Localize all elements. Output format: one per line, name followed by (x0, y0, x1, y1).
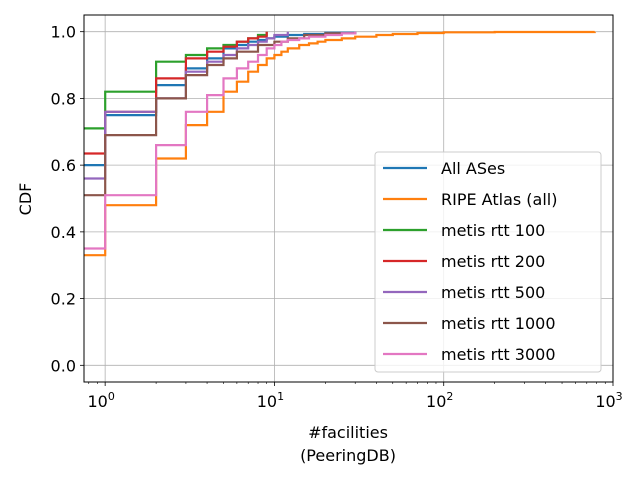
series-line (84, 31, 268, 130)
y-tick-label: 0.2 (51, 290, 76, 309)
plot-frame (83, 14, 614, 383)
y-tick-label: 0.0 (51, 356, 76, 375)
x-tick-labels: 100 101 102 103 (87, 390, 622, 411)
legend-label: metis rtt 200 (441, 252, 545, 271)
x-axis-label-line-1: #facilities (308, 423, 388, 442)
legend-label: metis rtt 500 (441, 283, 545, 302)
series-lines (84, 30, 596, 257)
axis-ticks (80, 31, 614, 386)
y-tick-labels: 0.0 0.2 0.4 0.6 0.8 1.0 (51, 23, 76, 376)
legend-label: metis rtt 100 (441, 221, 545, 240)
x-tick-label: 102 (426, 390, 453, 411)
series-line (84, 31, 357, 250)
legend-label: RIPE Atlas (all) (441, 190, 557, 209)
x-tick-label: 103 (595, 390, 622, 411)
legend-box (374, 151, 602, 373)
legend: All ASes RIPE Atlas (all) metis rtt 100 met… (374, 151, 602, 373)
series-line (84, 31, 357, 197)
x-axis-label-line-2: (PeeringDB) (300, 446, 396, 465)
y-tick-label: 0.8 (51, 89, 76, 108)
series-line (84, 31, 289, 180)
legend-label: All ASes (441, 159, 505, 178)
y-tick-label: 0.4 (51, 223, 76, 242)
x-tick-label: 101 (257, 390, 284, 411)
y-tick-label: 0.6 (51, 156, 76, 175)
legend-label: metis rtt 3000 (441, 345, 556, 364)
legend-label: metis rtt 1000 (441, 314, 556, 333)
y-axis-label: CDF (16, 183, 35, 216)
y-tick-label: 1.0 (51, 23, 76, 42)
x-tick-label: 100 (87, 390, 114, 411)
